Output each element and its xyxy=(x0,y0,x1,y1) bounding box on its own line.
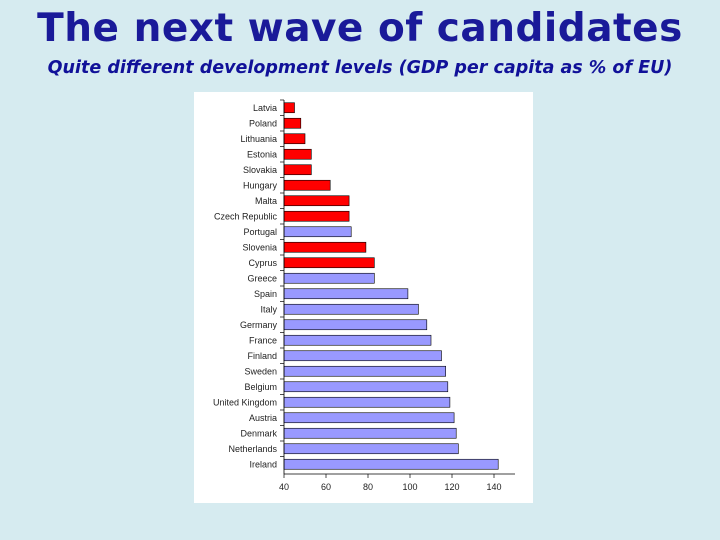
bar xyxy=(283,133,306,145)
category-label: Cyprus xyxy=(248,258,277,268)
bar xyxy=(283,350,442,362)
bar xyxy=(283,257,375,269)
category-label: Denmark xyxy=(240,428,277,438)
bar xyxy=(283,365,446,377)
category-label: Ireland xyxy=(249,459,277,469)
category-label: Slovenia xyxy=(242,242,277,252)
bar xyxy=(283,288,409,300)
bar xyxy=(283,241,367,253)
category-label: Spain xyxy=(254,289,277,299)
bar xyxy=(283,319,428,331)
category-label: Greece xyxy=(247,273,277,283)
category-label: Latvia xyxy=(253,103,277,113)
category-label: Poland xyxy=(249,118,277,128)
x-tick-label: 40 xyxy=(279,482,289,492)
x-tick-label: 140 xyxy=(486,482,501,492)
bar xyxy=(283,148,312,160)
category-label: Hungary xyxy=(243,180,278,190)
x-tick-label: 60 xyxy=(321,482,331,492)
gdp-bar-chart: Latvia Poland Lithuania Estonia Slovakia Hung… xyxy=(213,99,515,492)
category-label: Portugal xyxy=(243,227,277,237)
bar xyxy=(283,303,419,315)
category-label: Sweden xyxy=(244,366,277,376)
category-label: Germany xyxy=(240,320,278,330)
x-tick-label: 100 xyxy=(402,482,417,492)
bar xyxy=(283,226,352,238)
category-label: Estonia xyxy=(247,149,277,159)
bar xyxy=(283,412,455,424)
bar xyxy=(283,396,451,408)
category-label: Lithuania xyxy=(240,134,277,144)
bar xyxy=(283,458,499,470)
category-label: Italy xyxy=(260,304,277,314)
category-label: Czech Republic xyxy=(214,211,278,221)
bar xyxy=(283,443,459,455)
category-label: France xyxy=(249,335,277,345)
category-label: Netherlands xyxy=(228,444,277,454)
bar xyxy=(283,164,312,176)
x-tick-label: 80 xyxy=(363,482,373,492)
category-label: Austria xyxy=(249,413,277,423)
bar xyxy=(283,102,295,114)
category-label: Belgium xyxy=(244,382,277,392)
x-tick-label: 120 xyxy=(444,482,459,492)
category-label: Malta xyxy=(255,196,277,206)
bar xyxy=(283,210,350,222)
chart-panel: Latvia Poland Lithuania Estonia Slovakia Hung… xyxy=(194,92,533,503)
bar xyxy=(283,427,457,439)
category-label: Slovakia xyxy=(243,165,277,175)
bar xyxy=(283,334,432,346)
bar xyxy=(283,117,302,129)
slide-title: The next wave of candidates xyxy=(37,6,683,51)
bar xyxy=(283,195,350,207)
slide-subtitle: Quite different development levels (GDP … xyxy=(47,58,673,78)
bar xyxy=(283,179,331,191)
category-label: United Kingdom xyxy=(213,397,277,407)
category-label: Finland xyxy=(247,351,277,361)
bar xyxy=(283,381,449,393)
bar xyxy=(283,272,375,284)
